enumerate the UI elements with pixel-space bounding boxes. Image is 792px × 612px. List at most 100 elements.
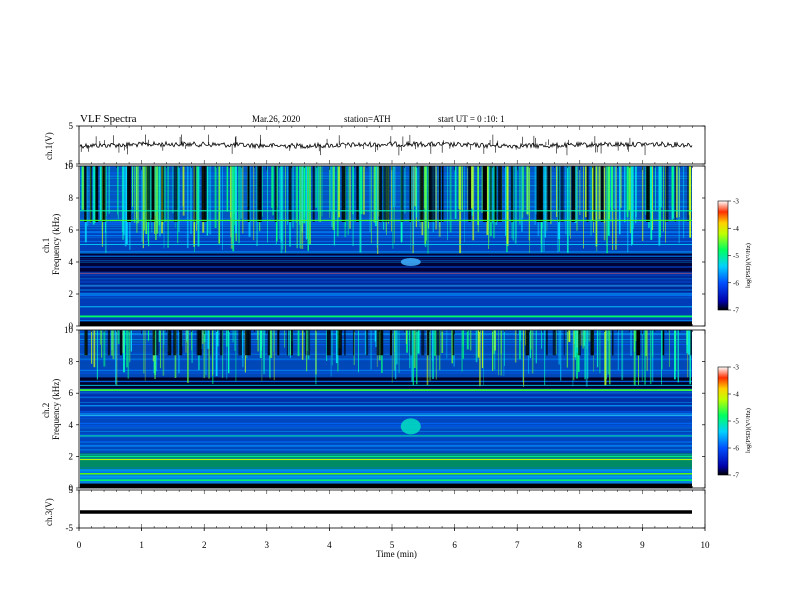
sferic-streak [359, 166, 362, 253]
sferic-streak [673, 330, 676, 380]
sferic-streak [108, 166, 110, 214]
texture-line [80, 413, 692, 415]
sferic-streak [197, 166, 200, 247]
sferic-streak [514, 166, 517, 244]
texture-line [80, 405, 692, 406]
sferic-streak [93, 330, 96, 368]
sferic-streak [215, 330, 218, 377]
sferic-streak [167, 166, 169, 248]
dark-gap [637, 330, 639, 356]
sferic-streak [214, 166, 217, 228]
sferic-streak [586, 330, 589, 379]
sferic-streak [80, 166, 83, 211]
sferic-streak [303, 166, 306, 224]
sferic-streak [225, 330, 228, 347]
sferic-streak [127, 330, 130, 379]
sferic-streak [230, 166, 232, 238]
texture-line [80, 237, 692, 239]
sferic-streak [635, 166, 637, 224]
sferic-streak [112, 330, 115, 360]
dark-gap [119, 330, 123, 356]
ch3-waveform-yticks: 5 -5 [66, 485, 705, 533]
sferic-streak [177, 166, 179, 244]
sferic-streak [560, 330, 562, 381]
sferic-streak [178, 166, 180, 232]
texture-line [80, 370, 692, 372]
dark-gap [400, 166, 404, 222]
texture-line [80, 258, 692, 260]
sferic-streak [412, 166, 414, 254]
sferic-streak [370, 166, 372, 244]
dark-gap [248, 166, 250, 222]
dark-gap [326, 330, 331, 356]
sferic-streak [492, 330, 494, 371]
sferic-streak [481, 330, 484, 369]
dark-gap [563, 330, 565, 356]
sferic-streak [663, 166, 664, 232]
sferic-streak [134, 166, 136, 224]
sferic-streak [353, 330, 355, 366]
sferic-streak [232, 330, 234, 343]
texture-line [80, 426, 692, 428]
sferic-streak [393, 166, 395, 208]
dark-gap [344, 330, 346, 356]
y-tick-label: -5 [66, 523, 74, 533]
dark-gap [291, 330, 294, 356]
sferic-streak [570, 166, 571, 239]
dark-gap [288, 166, 292, 222]
texture-line [80, 370, 692, 372]
texture-line [80, 262, 692, 263]
texture-line [80, 397, 692, 399]
texture-line [80, 236, 692, 238]
sferic-streak [319, 166, 322, 222]
sferic-streak [461, 330, 463, 372]
sferic-streak [475, 330, 478, 363]
sferic-streak [391, 166, 393, 232]
colorbar-tick-label: -5 [733, 418, 739, 426]
sferic-streak [406, 330, 408, 353]
sferic-streak [132, 166, 133, 214]
x-tick-label: 8 [578, 540, 583, 550]
texture-line [80, 334, 692, 335]
texture-line [80, 260, 692, 262]
texture-line [80, 292, 692, 294]
sferic-streak [632, 166, 634, 229]
dark-gap [558, 166, 560, 222]
sferic-streak [576, 166, 578, 231]
x-axis-label: Time (min) [376, 549, 417, 559]
colorbar-tick-label: -6 [733, 279, 739, 287]
sferic-streak [287, 166, 288, 225]
sferic-streak [614, 166, 616, 209]
dark-gap [687, 166, 689, 222]
sferic-streak [522, 330, 524, 383]
texture-line [80, 418, 692, 419]
sferic-streak [432, 330, 434, 380]
texture-line [80, 279, 692, 281]
sferic-streak [238, 166, 240, 244]
dark-gap [193, 166, 197, 222]
sferic-streak [477, 166, 480, 233]
dark-gap [365, 330, 369, 356]
sferic-streak [235, 166, 237, 234]
texture-line [80, 396, 692, 398]
y-tick-label: 8 [69, 193, 74, 203]
texture-line [80, 392, 692, 394]
sferic-streak [267, 166, 268, 243]
ch3-waveform-panel: 5 -5 ch.3(V) [44, 485, 706, 533]
sferic-streak [256, 330, 258, 341]
ch2-spectrogram-ylabel-ch: ch.2 [41, 403, 51, 418]
sferic-streak [234, 166, 236, 226]
sferic-streak [665, 166, 666, 243]
sferic-streak [92, 166, 95, 225]
dark-gap [410, 330, 412, 356]
sferic-streak [529, 166, 531, 253]
texture-line [80, 445, 692, 447]
sferic-streak [376, 166, 378, 248]
sferic-streak [186, 166, 189, 249]
sferic-streak [521, 166, 524, 218]
dark-gap [490, 166, 492, 222]
ch1-spectrogram-panel: 0 2 4 6 8 10 ch.1 Frequency (kHz) [41, 161, 706, 331]
sferic-streak [671, 166, 674, 207]
dark-gap [95, 166, 99, 222]
sferic-streak [301, 166, 303, 223]
